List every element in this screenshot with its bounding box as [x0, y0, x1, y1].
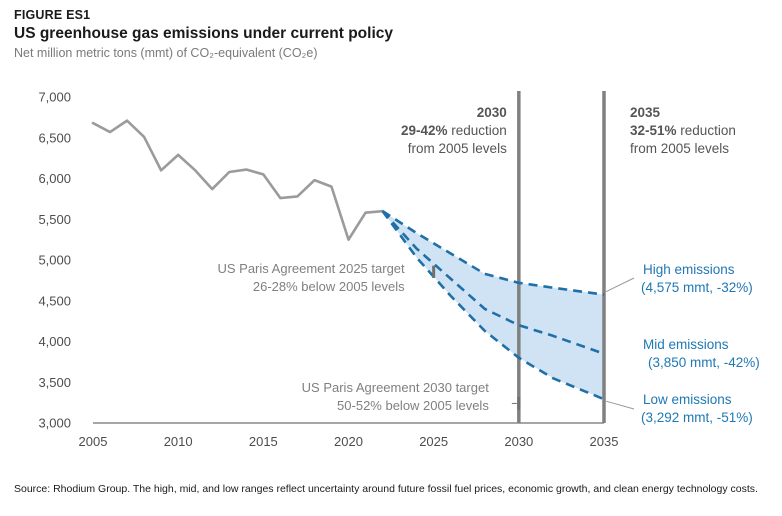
x-tick-label: 2020	[334, 434, 363, 449]
y-tick-label: 4,000	[38, 334, 71, 349]
x-tick-label: 2030	[504, 434, 533, 449]
x-tick-label: 2015	[249, 434, 278, 449]
target-2030-line2: 50-52% below 2005 levels	[337, 398, 489, 413]
y-tick-label: 5,000	[38, 253, 71, 268]
target-2025-line2: 26-28% below 2005 levels	[253, 279, 405, 294]
series-historical	[91, 119, 384, 241]
year-markers	[517, 91, 606, 423]
chart-subtitle: Net million metric tons (mmt) of CO₂-equ…	[14, 46, 318, 60]
marker-2035-pct: 32-51%	[630, 123, 677, 138]
target-markers	[432, 265, 521, 410]
y-tick-label: 6,500	[38, 130, 71, 145]
label-leader-lines	[605, 277, 635, 410]
label-low-emissions-value: (3,292 mmt, -51%)	[641, 410, 753, 425]
label-high-emissions: High emissions	[643, 262, 735, 277]
marker-2035-line2: from 2005 levels	[630, 141, 729, 156]
label-mid-emissions-value: (3,850 mmt, -42%)	[648, 355, 760, 370]
uncertainty-band	[382, 211, 604, 400]
y-tick-labels: 3,000 3,500 4,000 4,500 5,000 5,500 6,000 6,500…	[38, 90, 71, 431]
y-tick-label: 3,000	[38, 416, 71, 431]
emissions-chart: 3,000 3,500 4,000 4,500 5,000 5,500 6,000 6,500…	[38, 90, 760, 450]
y-tick-label: 5,500	[38, 212, 71, 227]
marker-2035-line1: 32-51% reduction	[630, 123, 736, 138]
marker-2030-line1: 29-42% reduction	[401, 123, 507, 138]
y-tick-label: 6,000	[38, 171, 71, 186]
target-2025-line1: US Paris Agreement 2025 target	[217, 261, 405, 276]
x-tick-label: 2025	[419, 434, 448, 449]
marker-2035-heading: 2035	[630, 105, 661, 120]
marker-2030-rest: reduction	[448, 123, 507, 138]
marker-2030-line2: from 2005 levels	[408, 141, 507, 156]
marker-2030-heading: 2030	[477, 105, 507, 120]
chart-title: US greenhouse gas emissions under curren…	[14, 25, 393, 42]
series-group	[91, 119, 605, 401]
series-mid	[381, 210, 605, 355]
y-tick-label: 7,000	[38, 90, 71, 105]
x-tick-label: 2010	[164, 434, 193, 449]
x-tick-labels: 2005 2010 2015 2020 2025 2030 2035	[79, 434, 619, 449]
figure-label: FIGURE ES1	[14, 8, 91, 22]
x-tick-label: 2035	[590, 434, 619, 449]
leader-high	[605, 277, 635, 293]
marker-2035-rest: reduction	[677, 123, 736, 138]
label-mid-emissions: Mid emissions	[643, 337, 729, 352]
uncertainty-band-group	[382, 211, 604, 400]
series-low	[381, 210, 605, 401]
label-low-emissions: Low emissions	[643, 392, 732, 407]
y-tick-label: 3,500	[38, 375, 71, 390]
marker-2030-pct: 29-42%	[401, 123, 448, 138]
x-tick-label: 2005	[79, 434, 108, 449]
target-2030-line1: US Paris Agreement 2030 target	[302, 380, 490, 395]
label-high-emissions-value: (4,575 mmt, -32%)	[641, 280, 753, 295]
y-tick-label: 4,500	[38, 293, 71, 308]
source-note: Source: Rhodium Group. The high, mid, an…	[14, 483, 758, 495]
leader-low	[605, 400, 635, 410]
